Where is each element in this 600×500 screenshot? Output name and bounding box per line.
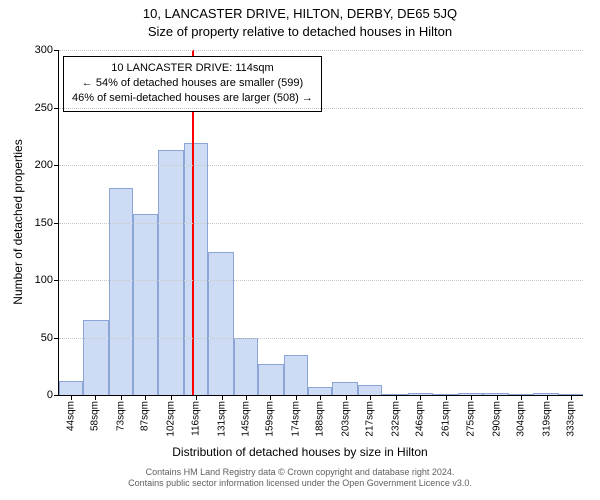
x-tick-label: 145sqm <box>240 401 251 437</box>
x-tick-mark <box>346 395 347 400</box>
legend-line-2: ← 54% of detached houses are smaller (59… <box>72 76 313 91</box>
x-tick-mark <box>471 395 472 400</box>
bar <box>284 355 308 395</box>
grid-line <box>59 223 583 224</box>
y-tick-label: 100 <box>35 274 53 286</box>
plot-area: 10 LANCASTER DRIVE: 114sqm ← 54% of deta… <box>58 50 583 396</box>
x-tick-label: 261sqm <box>441 401 452 437</box>
x-tick-label: 44sqm <box>66 401 77 431</box>
bar <box>184 143 208 395</box>
x-tick-mark <box>145 395 146 400</box>
bar <box>59 381 83 395</box>
footer-line-1: Contains HM Land Registry data © Crown c… <box>0 467 600 478</box>
x-tick-label: 290sqm <box>491 401 502 437</box>
footer-line-2: Contains public sector information licen… <box>0 478 600 489</box>
chart-frame: 10, LANCASTER DRIVE, HILTON, DERBY, DE65… <box>0 0 600 500</box>
x-tick-label: 246sqm <box>415 401 426 437</box>
x-tick-mark <box>171 395 172 400</box>
x-tick-label: 159sqm <box>264 401 275 437</box>
y-tick-label: 250 <box>35 102 53 114</box>
x-axis-label: Distribution of detached houses by size … <box>0 445 600 459</box>
x-tick-label: 304sqm <box>515 401 526 437</box>
x-tick-label: 203sqm <box>341 401 352 437</box>
y-tick-mark <box>54 50 59 51</box>
x-tick-label: 217sqm <box>365 401 376 437</box>
x-tick-label: 174sqm <box>290 401 301 437</box>
y-tick-label: 150 <box>35 217 53 229</box>
x-tick-mark <box>196 395 197 400</box>
grid-line <box>59 280 583 281</box>
x-tick-mark <box>547 395 548 400</box>
y-tick-label: 50 <box>41 332 53 344</box>
x-tick-label: 116sqm <box>190 401 201 436</box>
y-tick-label: 300 <box>35 44 53 56</box>
x-tick-mark <box>420 395 421 400</box>
x-tick-mark <box>246 395 247 400</box>
bar <box>208 252 234 395</box>
x-tick-mark <box>521 395 522 400</box>
y-tick-mark <box>54 280 59 281</box>
y-tick-mark <box>54 338 59 339</box>
x-tick-mark <box>446 395 447 400</box>
x-tick-mark <box>71 395 72 400</box>
x-tick-mark <box>296 395 297 400</box>
bar <box>109 188 133 395</box>
x-tick-label: 73sqm <box>116 401 127 431</box>
bar <box>83 320 109 395</box>
grid-line <box>59 50 583 51</box>
x-tick-label: 58sqm <box>90 401 101 431</box>
x-tick-label: 232sqm <box>391 401 402 437</box>
x-tick-mark <box>497 395 498 400</box>
legend-line-1: 10 LANCASTER DRIVE: 114sqm <box>72 61 313 76</box>
x-tick-mark <box>370 395 371 400</box>
grid-line <box>59 165 583 166</box>
x-tick-mark <box>320 395 321 400</box>
y-tick-label: 200 <box>35 159 53 171</box>
x-tick-label: 188sqm <box>315 401 326 437</box>
x-tick-mark <box>396 395 397 400</box>
x-tick-mark <box>222 395 223 400</box>
y-axis-label: Number of detached properties <box>11 139 25 304</box>
y-tick-mark <box>54 165 59 166</box>
legend-line-3: 46% of semi-detached houses are larger (… <box>72 91 313 106</box>
y-tick-mark <box>54 395 59 396</box>
x-tick-label: 333sqm <box>565 401 576 437</box>
x-tick-label: 102sqm <box>166 401 177 437</box>
bar <box>358 385 382 395</box>
x-tick-label: 319sqm <box>541 401 552 437</box>
bar <box>133 214 157 395</box>
x-tick-label: 87sqm <box>140 401 151 431</box>
x-tick-mark <box>571 395 572 400</box>
bar <box>158 150 184 395</box>
bar <box>308 387 332 395</box>
x-tick-mark <box>95 395 96 400</box>
x-tick-mark <box>121 395 122 400</box>
page-title: 10, LANCASTER DRIVE, HILTON, DERBY, DE65… <box>0 6 600 21</box>
x-tick-label: 275sqm <box>465 401 476 437</box>
grid-line <box>59 108 583 109</box>
x-tick-mark <box>270 395 271 400</box>
bar <box>258 364 284 395</box>
grid-line <box>59 338 583 339</box>
y-tick-mark <box>54 223 59 224</box>
legend-box: 10 LANCASTER DRIVE: 114sqm ← 54% of deta… <box>63 56 322 112</box>
y-tick-mark <box>54 108 59 109</box>
bar <box>234 338 258 396</box>
x-tick-label: 131sqm <box>216 401 227 437</box>
page-subtitle: Size of property relative to detached ho… <box>0 24 600 39</box>
bar <box>332 382 358 395</box>
y-tick-label: 0 <box>47 389 53 401</box>
footer: Contains HM Land Registry data © Crown c… <box>0 467 600 489</box>
